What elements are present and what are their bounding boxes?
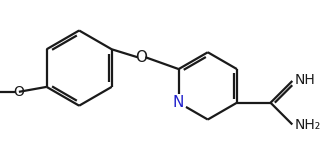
Text: NH: NH <box>294 73 315 87</box>
Text: O: O <box>135 50 147 65</box>
Text: NH₂: NH₂ <box>294 118 320 132</box>
Text: N: N <box>173 95 184 110</box>
Text: O: O <box>13 85 24 99</box>
